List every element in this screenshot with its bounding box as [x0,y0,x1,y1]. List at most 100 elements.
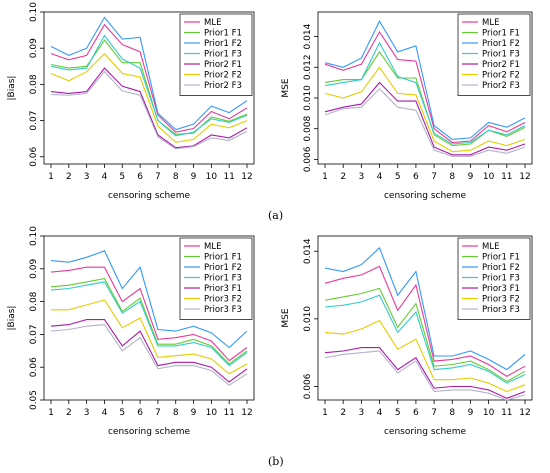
x-tick-label: 4 [377,408,383,418]
series-line-3 [50,16,248,131]
series-line-1 [324,30,526,144]
plot-frame [317,11,533,165]
legend-label: Prior2 F2 [204,71,242,81]
legend-label: Prior3 F1 [482,284,520,294]
x-tick-label: 10 [483,172,495,182]
series-line-3 [324,20,526,140]
x-tick-label: 6 [137,408,143,418]
x-axis-label: censoring scheme [108,191,191,201]
series-line-4 [50,281,248,367]
series-line-3 [50,250,248,349]
series-line-5 [50,319,248,383]
legend-label: Prior3 F2 [482,295,520,305]
plot-frame [317,235,533,401]
legend-label: Prior1 F2 [482,39,520,49]
y-tick-label: 0.006 [303,146,313,172]
chart-2: 1 2 3 4 5 6 7 8 9 10 11 120.0060.0080.0100.0120.014… [281,11,533,201]
legend-label: Prior1 F1 [482,253,520,263]
y-tick-label: 0.09 [29,38,39,58]
x-tick-label: 1 [322,172,328,182]
x-tick-label: 11 [501,408,512,418]
series-line-6 [51,299,248,375]
x-tick-label: 6 [413,172,419,182]
legend-label: Prior1 F1 [482,29,520,39]
x-tick-label: 2 [340,408,346,418]
legend-label: Prior3 F3 [204,305,242,315]
series-line-1 [324,265,526,377]
x-tick-label: 2 [340,172,346,182]
x-axis-label: censoring scheme [384,191,467,201]
x-tick-label: 2 [66,172,72,182]
legend-box [457,13,531,96]
series-line-4 [324,294,526,384]
legend-label: Prior2 F1 [204,60,242,70]
legend-label: Prior1 F3 [204,50,242,60]
series-line-6 [324,66,526,153]
x-tick-label: 1 [48,408,54,418]
legend-label: Prior2 F3 [204,81,242,91]
x-tick-label: 4 [102,408,108,418]
legend-label: Prior1 F3 [482,274,520,284]
x-tick-label: 11 [223,172,234,182]
series-line-3 [324,246,526,371]
x-tick-label: 7 [431,408,437,418]
y-tick-label: 0.09 [29,259,39,279]
y-tick-label: 0.07 [29,111,39,131]
y-tick-label: 0.10 [29,2,39,22]
y-axis-label: |Bias| [7,76,17,101]
series-line-5 [324,81,526,156]
series-line-2 [50,277,248,365]
y-tick-label: 0.10 [29,226,39,246]
series-line-7 [50,324,248,386]
legend-label: MLE [482,242,499,252]
x-tick-label: 11 [501,172,512,182]
y-tick-label: 0.08 [29,291,39,311]
x-tick-label: 4 [102,172,108,182]
series-line-7 [324,88,526,157]
legend-label: Prior1 F1 [204,29,242,39]
y-tick-label: 0.05 [29,390,39,410]
chart-1: 1 2 3 4 5 6 7 8 9 10 11 120.060.070.080.090.10censo… [7,2,255,201]
x-tick-label: 4 [377,172,383,182]
x-tick-label: 12 [241,408,252,418]
x-tick-label: 3 [358,408,364,418]
x-tick-label: 9 [468,172,474,182]
series-line-5 [324,347,526,399]
panel-label-a: (a) [268,209,284,222]
legend-label: Prior2 F1 [482,60,520,70]
series-line-7 [324,350,526,401]
x-tick-label: 10 [206,408,218,418]
series-line-4 [324,41,526,145]
legend-label: MLE [482,18,499,28]
legend-label: MLE [204,242,221,252]
plot-frame [43,235,255,401]
series-line-2 [50,39,248,135]
legend-label: Prior3 F2 [204,295,242,305]
plot-frame [43,11,255,165]
y-axis-label: |Bias| [7,306,17,331]
x-tick-label: 8 [449,408,455,418]
x-tick-label: 8 [173,172,179,182]
y-tick-label: 0.010 [303,85,313,111]
series-line-5 [50,67,248,149]
legend-box [179,13,253,96]
x-tick-label: 5 [119,408,125,418]
x-tick-label: 12 [519,172,530,182]
y-tick-label: 0.010 [303,306,313,332]
x-tick-label: 5 [119,172,125,182]
x-axis-label: censoring scheme [384,427,467,437]
y-tick-label: 0.008 [303,116,313,142]
y-tick-label: 0.014 [303,23,313,49]
y-axis-label: MSE [281,308,291,327]
y-tick-label: 0.012 [303,54,313,80]
y-tick-label: 0.06 [29,357,39,377]
series-line-6 [50,52,248,143]
legend-label: Prior1 F2 [204,263,242,273]
x-tick-label: 5 [395,408,401,418]
x-tick-label: 12 [519,408,530,418]
chart-4: 1 2 3 4 5 6 7 8 9 10 11 120.0060.0100.014censoring … [281,235,533,437]
x-axis-label: censoring scheme [108,427,191,437]
y-tick-label: 0.07 [29,324,39,344]
x-tick-label: 3 [84,408,90,418]
